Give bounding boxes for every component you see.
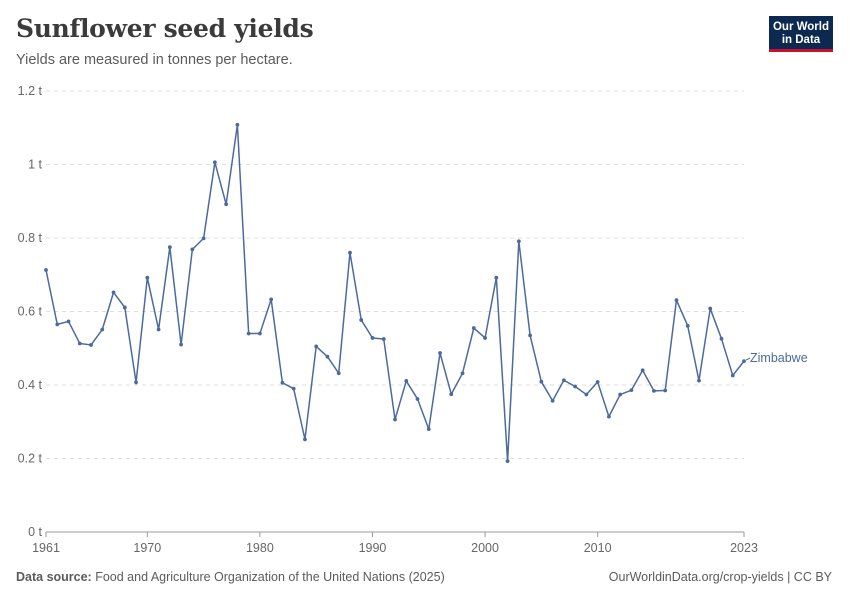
data-point[interactable] (438, 351, 442, 355)
data-point[interactable] (111, 290, 116, 295)
data-point[interactable] (640, 368, 645, 373)
x-tick-label: 1980 (246, 541, 274, 555)
data-point[interactable] (167, 245, 172, 250)
series-line[interactable] (45, 124, 745, 462)
owid-logo[interactable]: Our World in Data (769, 16, 833, 52)
y-tick-label: 0 t (28, 525, 42, 539)
data-point[interactable] (44, 268, 48, 272)
y-tick-label: 1 t (28, 158, 42, 172)
data-point[interactable] (742, 359, 746, 364)
y-tick-label: 0.6 t (18, 305, 43, 319)
data-point[interactable] (246, 331, 251, 336)
y-tick-label: 0.8 t (18, 231, 43, 245)
data-point[interactable] (393, 417, 397, 422)
data-point[interactable] (494, 275, 499, 280)
data-point[interactable] (336, 371, 341, 376)
series-label[interactable]: Zimbabwe (750, 351, 808, 365)
chart-title: Sunflower seed yields (16, 14, 314, 43)
data-point[interactable] (100, 327, 105, 332)
chart-subtitle: Yields are measured in tonnes per hectar… (16, 52, 293, 68)
data-point[interactable] (303, 437, 307, 442)
data-point[interactable] (674, 298, 679, 303)
data-point[interactable] (269, 297, 274, 302)
data-point[interactable] (685, 323, 690, 328)
data-point[interactable] (449, 392, 454, 397)
data-point[interactable] (561, 378, 566, 383)
data-point[interactable] (77, 341, 82, 346)
x-tick-label: 1970 (133, 541, 161, 555)
data-point[interactable] (122, 305, 127, 310)
data-point[interactable] (66, 319, 71, 324)
y-tick-label: 1.2 t (18, 84, 43, 98)
data-point[interactable] (370, 336, 375, 340)
data-point[interactable] (280, 380, 285, 385)
data-point[interactable] (224, 202, 229, 207)
data-point[interactable] (471, 326, 476, 330)
data-point[interactable] (607, 414, 611, 419)
data-point[interactable] (145, 275, 150, 280)
data-point[interactable] (415, 397, 420, 401)
data-point[interactable] (618, 392, 623, 397)
data-point[interactable] (426, 427, 431, 431)
x-tick-label: 2010 (584, 541, 612, 555)
data-point[interactable] (258, 331, 262, 336)
data-point[interactable] (719, 336, 724, 341)
data-point[interactable] (663, 388, 668, 393)
grid-layer (46, 90, 744, 459)
data-point[interactable] (156, 327, 161, 332)
data-point[interactable] (55, 322, 60, 327)
data-point[interactable] (212, 160, 217, 165)
data-point[interactable] (730, 373, 735, 378)
logo-line-1: Our World (772, 21, 829, 33)
series-label-connector (745, 357, 751, 361)
y-tick-label: 0.2 t (18, 452, 43, 466)
data-point[interactable] (516, 239, 521, 244)
data-point[interactable] (505, 459, 510, 463)
data-point[interactable] (291, 386, 296, 391)
data-source-label: Data source: (16, 570, 92, 584)
data-point[interactable] (573, 384, 578, 389)
y-tick-label: 0.4 t (18, 378, 43, 392)
data-point[interactable] (539, 379, 544, 384)
logo-line-2: in Data (781, 33, 821, 46)
data-point[interactable] (652, 388, 656, 393)
data-point[interactable] (190, 247, 195, 252)
data-source-text[interactable]: Food and Agriculture Organization of the… (95, 570, 445, 584)
data-source: Data source: Food and Agriculture Organi… (16, 570, 445, 584)
data-point[interactable] (550, 398, 555, 403)
x-tick-label: 1990 (359, 541, 387, 555)
data-point[interactable] (325, 354, 330, 359)
data-point[interactable] (201, 236, 206, 241)
data-point[interactable] (584, 392, 589, 397)
data-point[interactable] (348, 250, 352, 255)
url-license[interactable]: OurWorldinData.org/crop-yields | CC BY (608, 570, 832, 584)
data-point[interactable] (314, 344, 319, 349)
x-tick-label: 1961 (32, 541, 60, 555)
data-point[interactable] (235, 122, 240, 127)
data-point[interactable] (483, 336, 487, 340)
data-point[interactable] (134, 380, 138, 385)
x-tick-label: 2000 (471, 541, 499, 555)
data-point[interactable] (708, 306, 713, 311)
data-point[interactable] (595, 380, 600, 384)
data-point[interactable] (460, 371, 465, 376)
data-point[interactable] (89, 343, 93, 347)
x-tick-label: 2023 (730, 541, 758, 555)
data-point[interactable] (359, 318, 364, 322)
data-point[interactable] (404, 379, 409, 383)
data-point[interactable] (697, 378, 701, 383)
data-point[interactable] (381, 337, 386, 341)
data-point[interactable] (629, 388, 634, 393)
data-point[interactable] (528, 333, 532, 338)
series-layer: Zimbabwe (44, 122, 808, 463)
data-point[interactable] (179, 342, 183, 347)
axis-layer: 0 t 0.2 t 0.4 t 0.6 t 0.8 t 1 t 1.2 t 1961 1970 1… (18, 84, 758, 555)
